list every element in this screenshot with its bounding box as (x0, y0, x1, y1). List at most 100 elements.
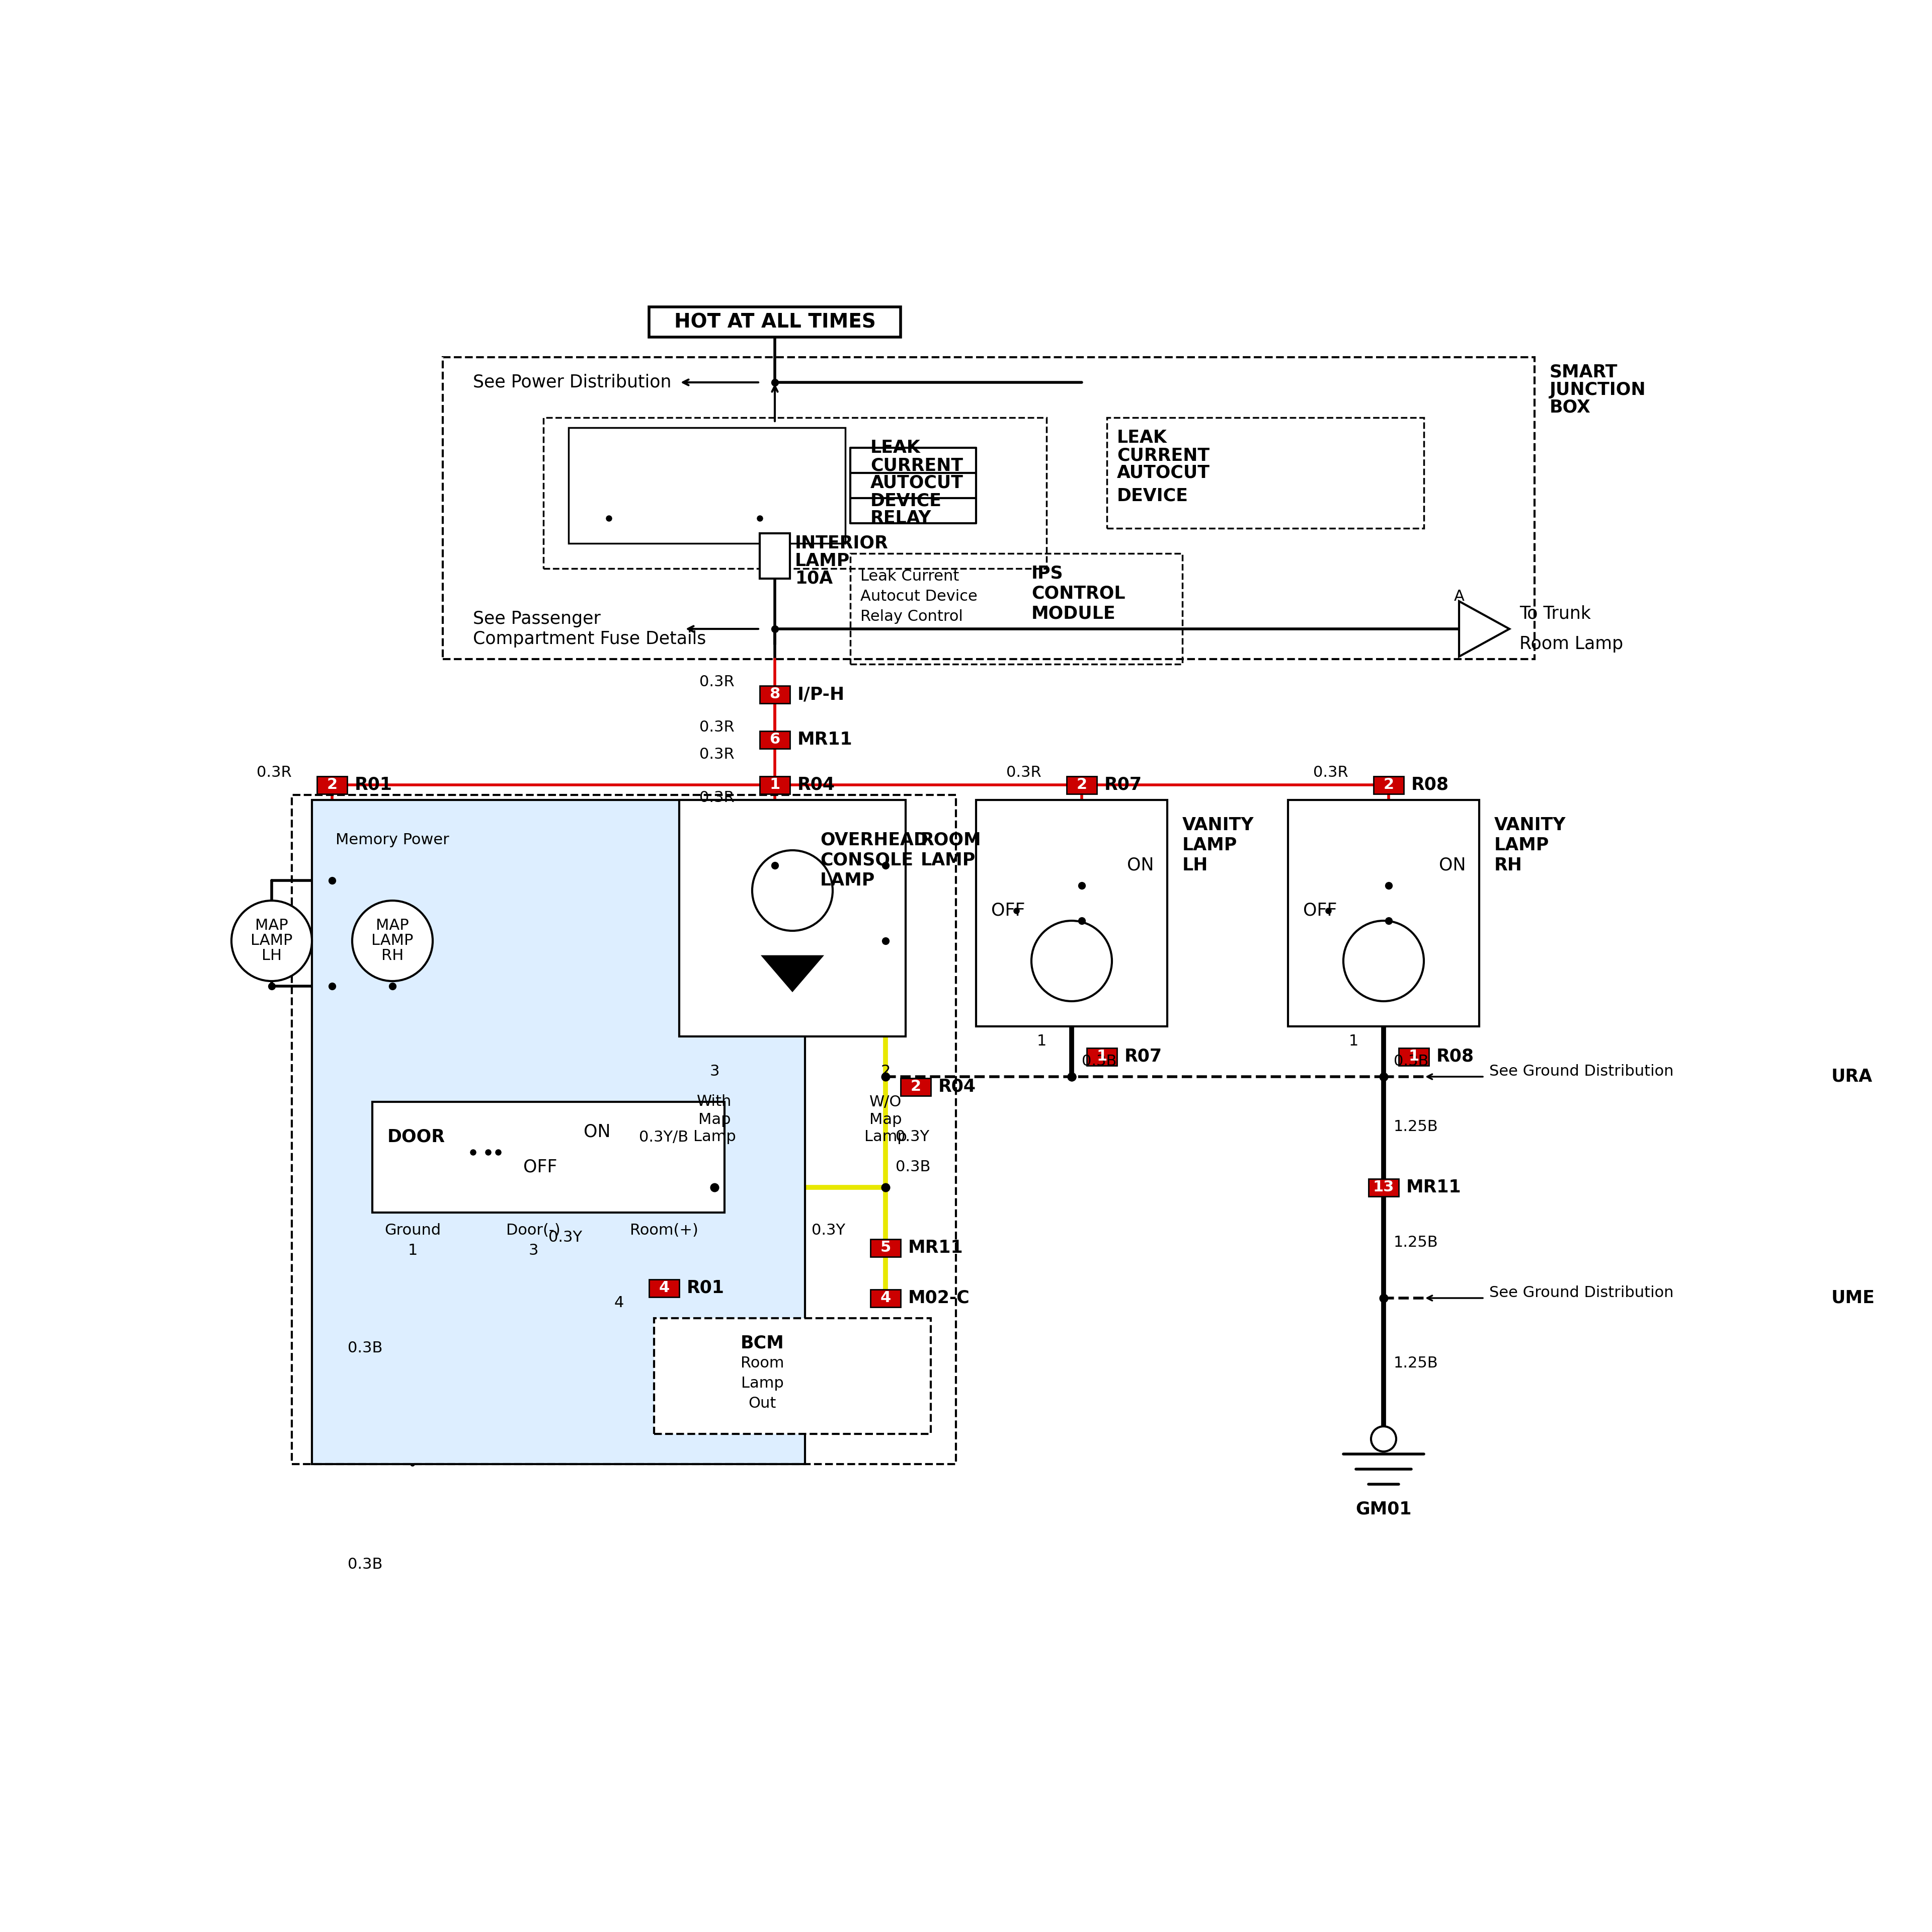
Text: R01: R01 (686, 1279, 725, 1296)
Text: Room: Room (740, 1356, 784, 1372)
Text: OFF: OFF (991, 902, 1026, 920)
Text: SMART: SMART (1549, 363, 1617, 381)
Bar (680, 800, 906, 1036)
Text: LAMP: LAMP (819, 871, 875, 889)
Text: URA: URA (1832, 1068, 1872, 1086)
Text: CURRENT: CURRENT (871, 456, 962, 473)
Text: R04: R04 (939, 1078, 976, 1095)
Text: M02-C: M02-C (908, 1289, 970, 1306)
Text: MAP: MAP (377, 918, 410, 933)
Text: 0.3R: 0.3R (699, 790, 734, 806)
Text: LAMP: LAMP (922, 852, 976, 869)
Text: 4: 4 (659, 1281, 670, 1294)
Bar (1289, 800, 1480, 1026)
Text: See Power Distribution: See Power Distribution (473, 373, 672, 390)
Text: VANITY: VANITY (1182, 817, 1254, 835)
Bar (759, 730, 790, 748)
Bar (1066, 777, 1097, 794)
Text: BCM: BCM (740, 1335, 784, 1352)
Text: Compartment Fuse Details: Compartment Fuse Details (473, 630, 705, 647)
Text: R01: R01 (355, 777, 392, 794)
Text: 0.3B: 0.3B (348, 1557, 383, 1573)
Text: LAMP: LAMP (794, 553, 850, 570)
Text: Lamp: Lamp (864, 1130, 906, 1144)
Text: Leak Current: Leak Current (860, 568, 958, 583)
Circle shape (1343, 922, 1424, 1001)
Bar (871, 1238, 900, 1256)
Text: LAMP: LAMP (1493, 837, 1549, 854)
Text: 1.25B: 1.25B (1393, 1356, 1437, 1372)
Bar (1107, 417, 1424, 527)
Text: GM01: GM01 (1356, 1501, 1412, 1519)
Text: OVERHEAD: OVERHEAD (819, 831, 927, 848)
Text: UME: UME (1832, 1289, 1876, 1306)
Text: Door(-): Door(-) (506, 1223, 560, 1236)
Text: 2: 2 (910, 1080, 922, 1094)
Bar (976, 800, 1167, 1026)
Text: VANITY: VANITY (1493, 817, 1567, 835)
Text: 0.3R: 0.3R (1007, 765, 1041, 781)
Text: INTERIOR: INTERIOR (794, 535, 889, 553)
Text: CONTROL: CONTROL (1032, 585, 1124, 603)
Text: R08: R08 (1435, 1047, 1474, 1065)
Text: 10A: 10A (794, 570, 833, 587)
Text: Autocut Device: Autocut Device (860, 589, 978, 603)
Text: 13: 13 (1374, 1180, 1395, 1194)
Text: 4: 4 (881, 1291, 891, 1306)
Bar (871, 1289, 900, 1306)
Text: 0.3B: 0.3B (896, 1159, 931, 1175)
Text: See Ground Distribution: See Ground Distribution (1490, 1285, 1673, 1300)
Text: R07: R07 (1105, 777, 1142, 794)
Text: 1: 1 (408, 1242, 417, 1258)
Bar (543, 417, 1047, 568)
Bar (1086, 1047, 1117, 1065)
Bar (1399, 1047, 1430, 1065)
Text: 1: 1 (1037, 1034, 1047, 1049)
Text: CURRENT: CURRENT (1117, 446, 1209, 464)
Text: 3: 3 (529, 1242, 539, 1258)
Circle shape (232, 900, 311, 981)
Text: LEAK: LEAK (871, 439, 922, 456)
Text: 0.3R: 0.3R (699, 748, 734, 761)
Text: A: A (1453, 589, 1464, 603)
Text: DOOR: DOOR (388, 1128, 444, 1146)
Text: 3: 3 (709, 1065, 719, 1078)
Text: MR11: MR11 (1406, 1179, 1461, 1196)
Bar (317, 777, 348, 794)
Circle shape (1032, 922, 1113, 1001)
Text: Lamp: Lamp (694, 1130, 736, 1144)
Circle shape (752, 850, 833, 931)
Text: See Ground Distribution: See Ground Distribution (1490, 1065, 1673, 1078)
Bar (759, 777, 790, 794)
Bar (900, 1078, 931, 1095)
Text: Out: Out (748, 1397, 777, 1410)
Text: Map: Map (869, 1113, 902, 1126)
Text: AUTOCUT: AUTOCUT (871, 475, 964, 491)
Text: 1: 1 (1097, 1049, 1107, 1065)
Bar (311, 800, 806, 1464)
Text: Room Lamp: Room Lamp (1519, 636, 1623, 653)
Text: 0.3B: 0.3B (348, 1341, 383, 1356)
Text: OFF: OFF (1302, 902, 1337, 920)
Text: R04: R04 (798, 777, 835, 794)
Text: 0.3Y: 0.3Y (549, 1231, 582, 1244)
Bar (1368, 1179, 1399, 1196)
Text: Room(+): Room(+) (630, 1223, 697, 1236)
Text: 0.3R: 0.3R (699, 674, 734, 690)
Text: LH: LH (261, 949, 282, 964)
Text: MAP: MAP (255, 918, 288, 933)
Text: 0.3B: 0.3B (1082, 1055, 1117, 1068)
Text: ON: ON (1439, 856, 1466, 873)
Text: 1.25B: 1.25B (1393, 1121, 1437, 1134)
Text: LAMP: LAMP (251, 933, 292, 949)
Text: ROOM: ROOM (922, 831, 981, 848)
Text: ON: ON (583, 1124, 611, 1140)
Text: ON: ON (1126, 856, 1153, 873)
Text: 2: 2 (327, 777, 338, 792)
Text: 1.25B: 1.25B (1393, 1235, 1437, 1250)
Polygon shape (1459, 601, 1509, 657)
Text: 0.3B: 0.3B (1393, 1055, 1428, 1068)
Text: 0.3R: 0.3R (1314, 765, 1349, 781)
Text: 0.3Y/B: 0.3Y/B (639, 1130, 688, 1144)
Text: I/P-H: I/P-H (798, 686, 844, 703)
